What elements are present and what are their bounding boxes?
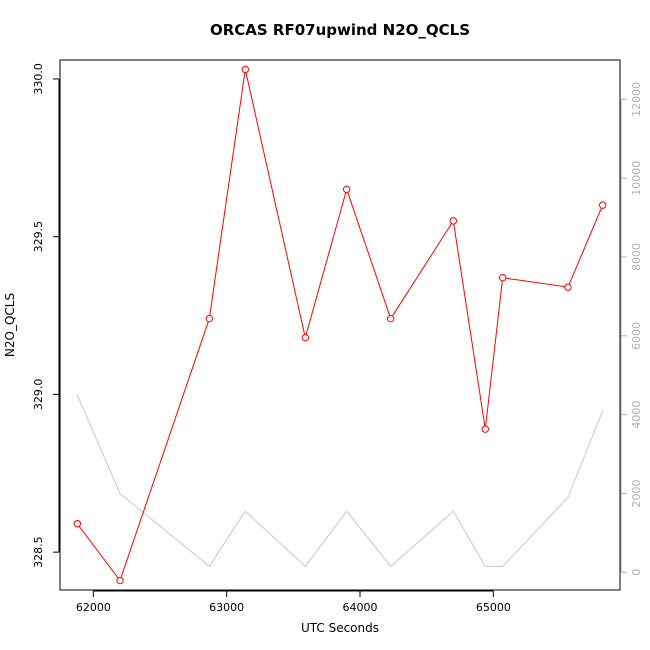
y-tick-label: 328.5 — [32, 536, 45, 568]
primary-series-point — [73, 520, 82, 528]
x-axis-label: UTC Seconds — [301, 621, 379, 635]
y2-tick-label: 12000 — [630, 82, 643, 117]
y2-tick-label: 2000 — [630, 479, 643, 507]
primary-series-point — [205, 314, 214, 323]
x-tick-label: 63000 — [209, 601, 244, 614]
x-tick-label: 64000 — [343, 601, 378, 614]
y2-tick-label: 10000 — [630, 161, 643, 196]
chart-title: ORCAS RF07upwind N2O_QCLS — [210, 21, 470, 39]
y-axis: 328.5 329.0 329.5 330.0 — [32, 63, 60, 568]
y2-tick-label: 0 — [630, 569, 643, 576]
primary-series-point — [116, 576, 124, 585]
plot-frame — [59, 59, 621, 591]
x-axis: 62000 63000 64000 65000 — [76, 590, 511, 614]
y-axis-label: N2O_QCLS — [3, 293, 17, 357]
y2-tick-label: 8000 — [630, 243, 643, 271]
primary-series-point — [498, 273, 507, 282]
primary-series-point — [481, 425, 490, 433]
primary-series-point — [386, 314, 395, 323]
primary-series-line — [76, 69, 604, 582]
primary-series-point — [449, 217, 458, 225]
y2-tick-label: 4000 — [630, 401, 643, 429]
y-tick-label: 329.0 — [32, 379, 45, 411]
y-tick-label: 329.5 — [32, 221, 45, 253]
secondary-series-line — [76, 394, 604, 568]
primary-series-point — [564, 283, 572, 291]
primary-series-point — [301, 333, 310, 342]
series-layer — [73, 65, 607, 585]
primary-series-point — [598, 201, 607, 209]
primary-series-point — [241, 65, 250, 74]
x-tick-label: 65000 — [476, 601, 511, 614]
y-tick-label: 330.0 — [32, 63, 45, 95]
x-tick-label: 62000 — [76, 601, 111, 614]
y2-tick-label: 6000 — [630, 322, 643, 350]
primary-series-point — [342, 185, 351, 194]
y2-axis: 0 2000 4000 6000 8000 10000 12000 — [620, 82, 643, 576]
